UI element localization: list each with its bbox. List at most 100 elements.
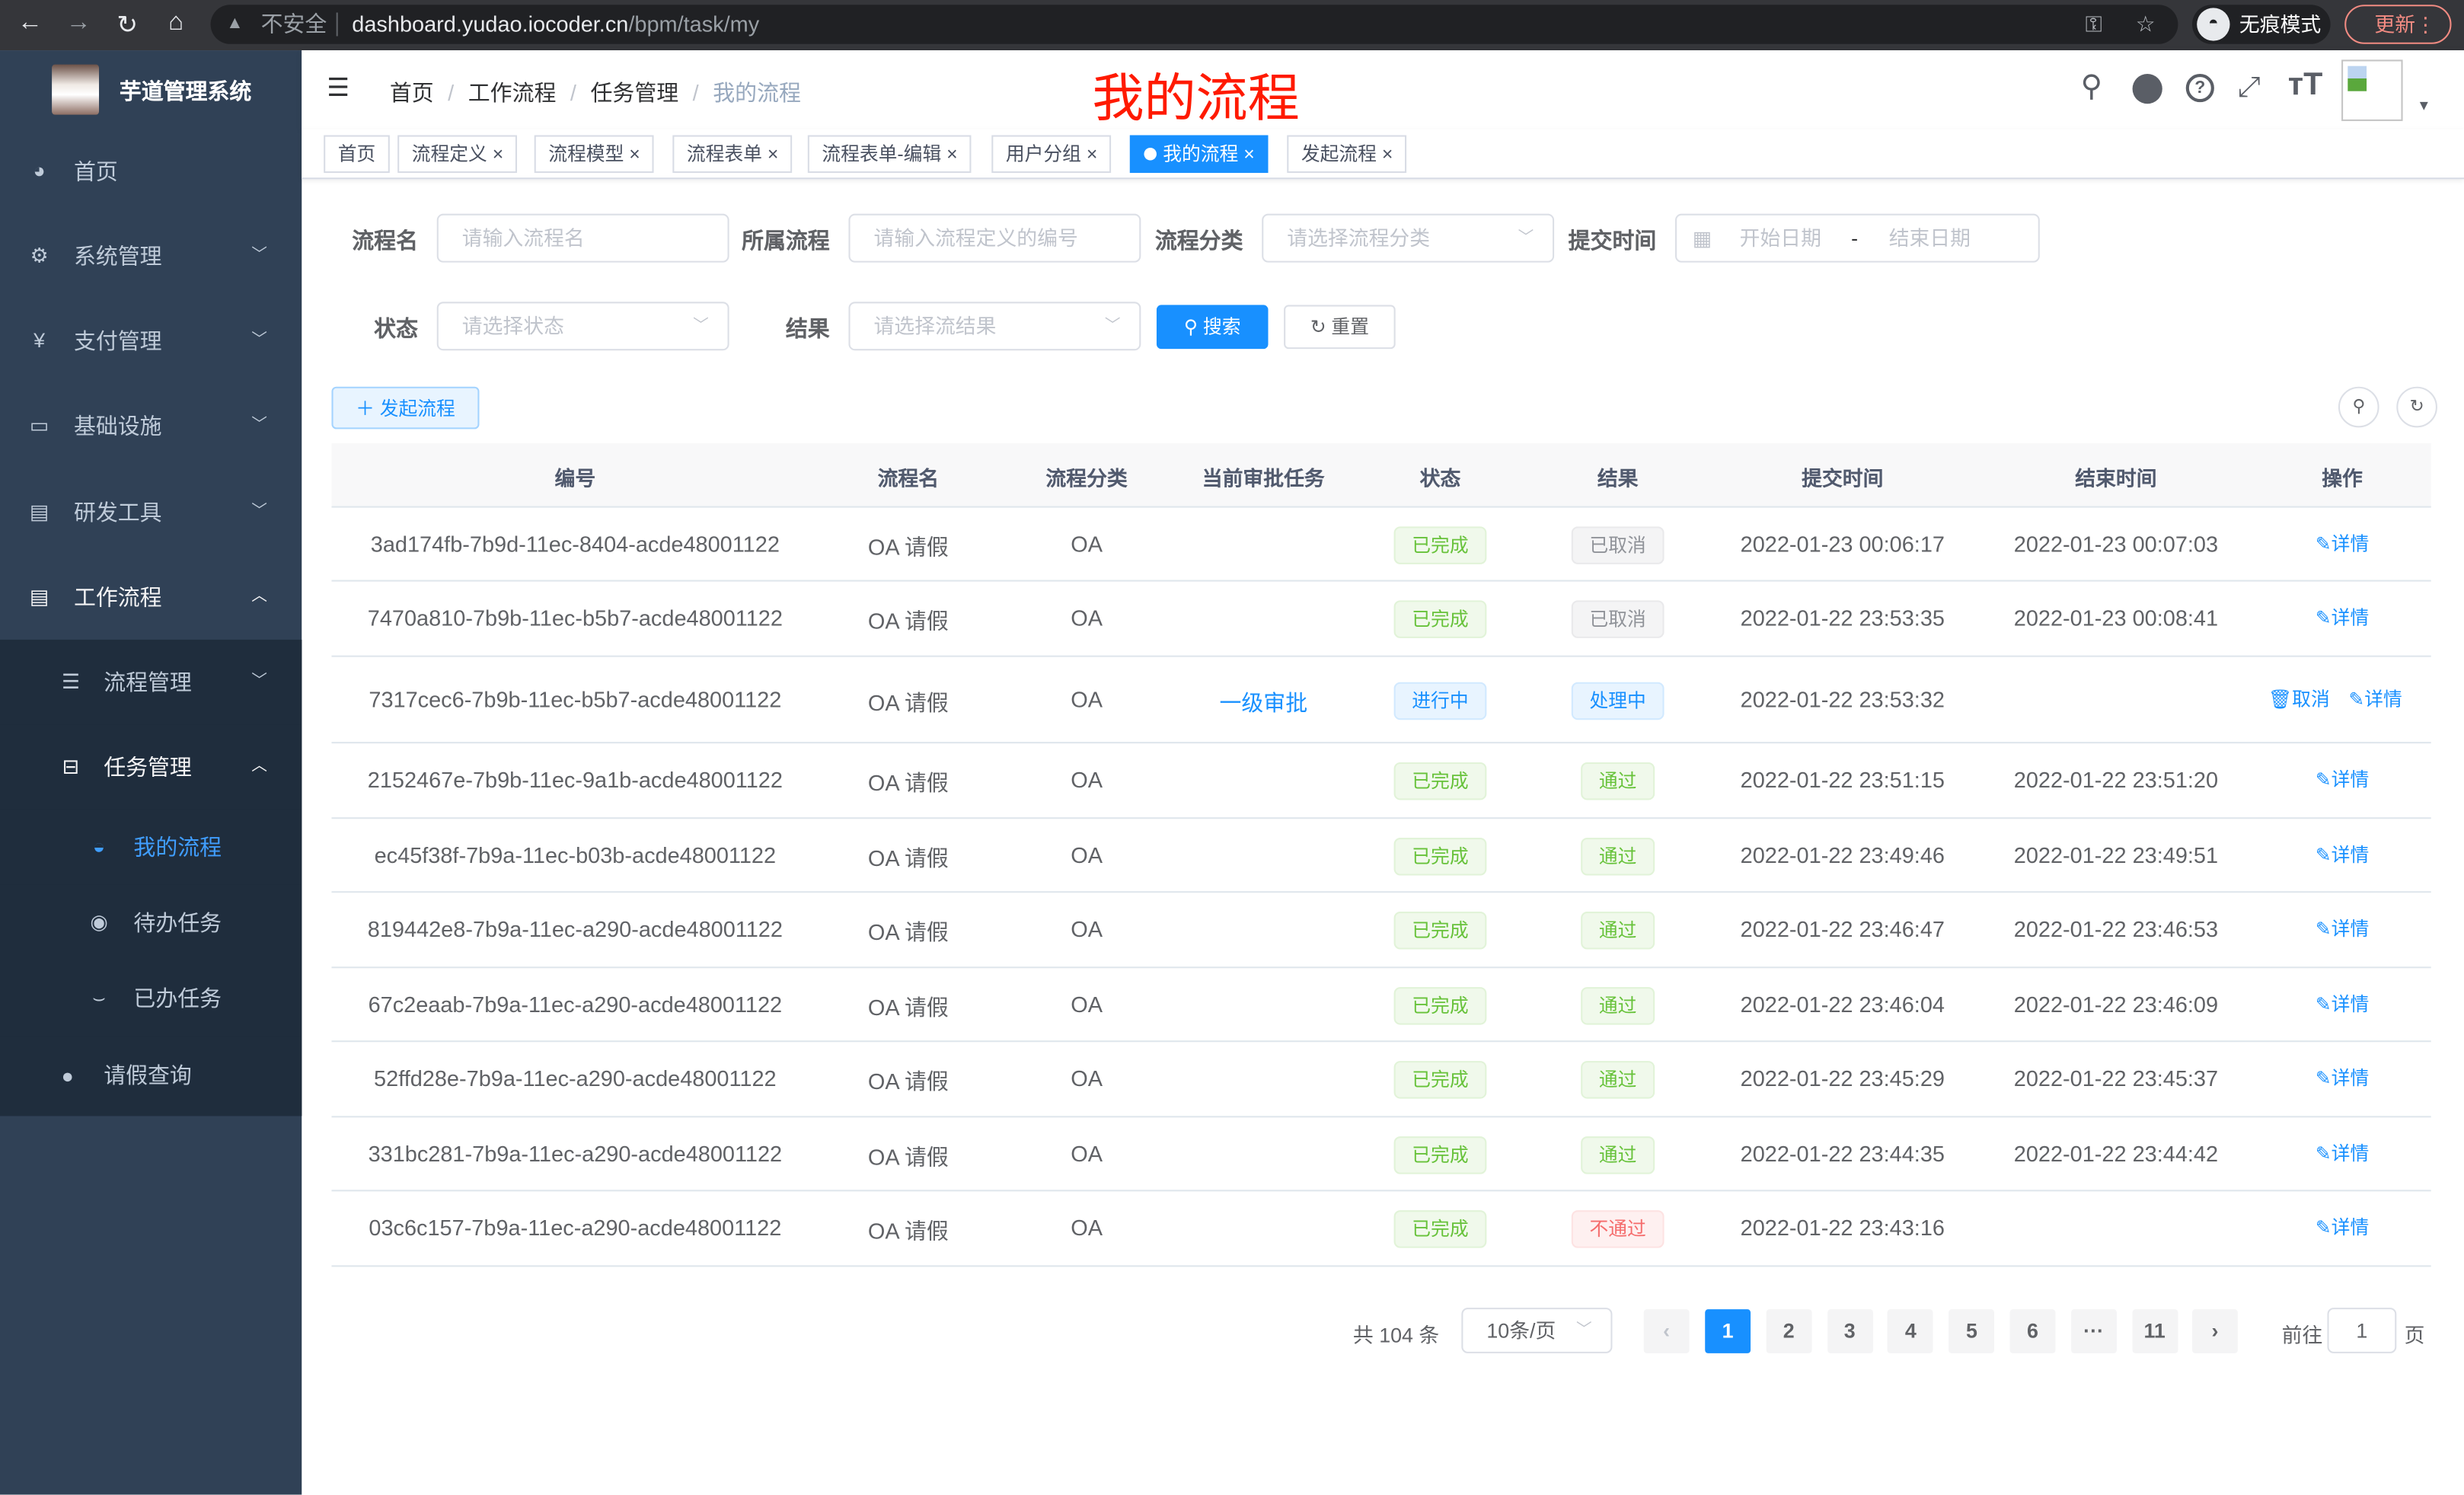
- cell-created: 2022-01-22 23:44:35: [1740, 1140, 1945, 1166]
- tab-process-form[interactable]: 流程表单 ×: [672, 135, 793, 174]
- update-button[interactable]: 更新 ⋮: [2344, 5, 2452, 44]
- close-icon[interactable]: ×: [767, 142, 779, 165]
- tab-process-definition[interactable]: 流程定义 ×: [397, 135, 518, 174]
- back-icon[interactable]: ←: [17, 9, 43, 37]
- close-icon[interactable]: ×: [1086, 142, 1098, 165]
- sidebar-item-devtools[interactable]: ▤ 研发工具 ﹀: [0, 470, 302, 554]
- home-icon[interactable]: ⌂: [168, 9, 184, 37]
- help-icon[interactable]: ?: [2185, 73, 2214, 103]
- tab-start-process[interactable]: 发起流程 ×: [1287, 135, 1407, 174]
- reset-button[interactable]: ↻ 重置: [1284, 305, 1396, 350]
- github-icon[interactable]: [2132, 73, 2162, 104]
- category-select[interactable]: 请选择流程分类 ﹀: [1262, 213, 1555, 263]
- sidebar-item-todo[interactable]: ◉ 待办任务: [0, 884, 302, 960]
- cell-category: OA: [1071, 530, 1103, 556]
- sidebar-item-label: 已办任务: [133, 985, 222, 1011]
- star-icon[interactable]: ☆: [2135, 11, 2156, 37]
- breadcrumb-item[interactable]: 首页: [389, 80, 434, 106]
- tab-user-group[interactable]: 用户分组 ×: [991, 135, 1112, 174]
- detail-link[interactable]: ✎详情: [2316, 607, 2369, 629]
- sidebar-item-task-manage[interactable]: ⊟ 任务管理 ︿: [0, 724, 302, 810]
- fullscreen-icon[interactable]: ⤢: [2237, 70, 2261, 103]
- sidebar-item-my-process[interactable]: ◒ 我的流程: [0, 809, 302, 885]
- address-bar[interactable]: ▲ 不安全 dashboard.yudao.iocoder.cn/bpm/tas…: [210, 5, 2178, 44]
- close-icon[interactable]: ×: [1243, 142, 1255, 165]
- goto-page-input[interactable]: 1: [2327, 1308, 2397, 1353]
- sidebar-item-home[interactable]: ◕ 首页: [0, 129, 302, 213]
- tab-home[interactable]: 首页: [324, 135, 390, 174]
- sidebar-item-done[interactable]: ⌣ 已办任务: [0, 960, 302, 1037]
- detail-link[interactable]: ✎详情: [2316, 768, 2369, 791]
- toggle-search-button[interactable]: ⚲: [2338, 386, 2379, 428]
- detail-link[interactable]: ✎详情: [2316, 992, 2369, 1014]
- detail-link[interactable]: ✎详情: [2316, 532, 2369, 554]
- cell-task[interactable]: 一级审批: [1219, 688, 1308, 714]
- tab-my-process[interactable]: 我的流程 ×: [1129, 135, 1269, 174]
- detail-link[interactable]: ✎详情: [2316, 1216, 2369, 1238]
- cancel-link[interactable]: 🗑取消: [2268, 688, 2330, 710]
- status-select[interactable]: 请选择状态 ﹀: [436, 302, 729, 351]
- result-select[interactable]: 请选择流结果 ﹀: [848, 302, 1141, 351]
- refresh-button[interactable]: ↻: [2396, 386, 2437, 428]
- process-definition-input[interactable]: 请输入流程定义的编号: [848, 213, 1141, 263]
- sidebar-item-leave[interactable]: ● 请假查询: [0, 1036, 302, 1116]
- tab-process-model[interactable]: 流程模型 ×: [534, 135, 655, 174]
- page-button[interactable]: 4: [1888, 1309, 1934, 1353]
- toolbox-icon: ▤: [29, 500, 49, 524]
- more-pages-button[interactable]: ···: [2070, 1309, 2117, 1353]
- cell-name: OA 请假: [867, 1069, 949, 1094]
- page-button[interactable]: 1: [1705, 1309, 1751, 1353]
- sidebar-item-workflow[interactable]: ▤ 工作流程 ︿: [0, 555, 302, 640]
- sidebar-item-label: 我的流程: [133, 834, 222, 860]
- sidebar-item-system[interactable]: ⚙ 系统管理 ﹀: [0, 214, 302, 299]
- avatar[interactable]: [2341, 59, 2403, 121]
- hamburger-icon[interactable]: ☰: [327, 75, 349, 103]
- security-label: 不安全: [260, 11, 327, 37]
- cell-result: 不通过: [1529, 1210, 1706, 1248]
- close-icon[interactable]: ×: [492, 142, 504, 165]
- search-icon[interactable]: ⚲: [2080, 70, 2103, 104]
- breadcrumb-item[interactable]: 工作流程: [468, 80, 557, 106]
- page-button[interactable]: 3: [1827, 1309, 1873, 1353]
- detail-link[interactable]: ✎详情: [2316, 918, 2369, 940]
- sidebar-item-process-manage[interactable]: ☰ 流程管理 ﹀: [0, 639, 302, 725]
- prev-page-button[interactable]: ‹: [1643, 1309, 1690, 1353]
- sidebar-item-infra[interactable]: ▭ 基础设施 ﹀: [0, 384, 302, 468]
- date-range-picker[interactable]: ▦ 开始日期 - 结束日期: [1675, 213, 2040, 263]
- close-icon[interactable]: ×: [629, 142, 640, 165]
- gear-icon: ⚙: [30, 243, 49, 267]
- font-size-icon[interactable]: ᴛT: [2287, 67, 2323, 103]
- logo[interactable]: 芋道管理系统: [0, 50, 302, 129]
- detail-link[interactable]: ✎详情: [2349, 688, 2402, 710]
- status-tag: 已完成: [1394, 525, 1486, 564]
- refresh-icon: ↻: [1310, 315, 1326, 338]
- page-button[interactable]: 5: [1949, 1309, 1995, 1353]
- caret-down-icon[interactable]: ▼: [2417, 97, 2431, 113]
- cell-status: 已完成: [1352, 1061, 1529, 1099]
- search-button[interactable]: ⚲ 搜索: [1156, 305, 1269, 350]
- key-icon[interactable]: ⚿: [2085, 11, 2102, 37]
- search-icon: ⚲: [1183, 315, 1198, 338]
- page-button[interactable]: 6: [2009, 1309, 2056, 1353]
- result-tag: 通过: [1581, 762, 1655, 800]
- page-size-select[interactable]: 10条/页 ﹀: [1461, 1308, 1613, 1353]
- sidebar-item-pay[interactable]: ¥ 支付管理 ﹀: [0, 299, 302, 383]
- close-icon[interactable]: ×: [946, 142, 958, 165]
- process-name-input[interactable]: 请输入流程名: [436, 213, 729, 263]
- action-label: 详情: [2364, 687, 2402, 710]
- page-button[interactable]: 2: [1766, 1309, 1812, 1353]
- create-process-button[interactable]: ＋ 发起流程: [331, 386, 480, 430]
- tags-view: 首页 流程定义 × 流程模型 × 流程表单 × 流程表单-编辑 × 用户分组 ×…: [302, 129, 2464, 180]
- close-icon[interactable]: ×: [1381, 142, 1393, 165]
- page-button[interactable]: 11: [2131, 1309, 2178, 1353]
- detail-link[interactable]: ✎详情: [2316, 1067, 2369, 1089]
- sidebar-item-label: 流程管理: [104, 669, 192, 695]
- detail-link[interactable]: ✎详情: [2316, 843, 2369, 865]
- tab-process-form-edit[interactable]: 流程表单-编辑 ×: [807, 135, 972, 174]
- forward-icon[interactable]: →: [65, 9, 91, 37]
- reload-icon[interactable]: ↻: [116, 12, 139, 40]
- detail-link[interactable]: ✎详情: [2316, 1142, 2369, 1164]
- breadcrumb-item[interactable]: 任务管理: [590, 80, 679, 106]
- next-page-button[interactable]: ›: [2192, 1309, 2238, 1353]
- incognito-badge[interactable]: ◓ 无痕模式: [2192, 5, 2331, 44]
